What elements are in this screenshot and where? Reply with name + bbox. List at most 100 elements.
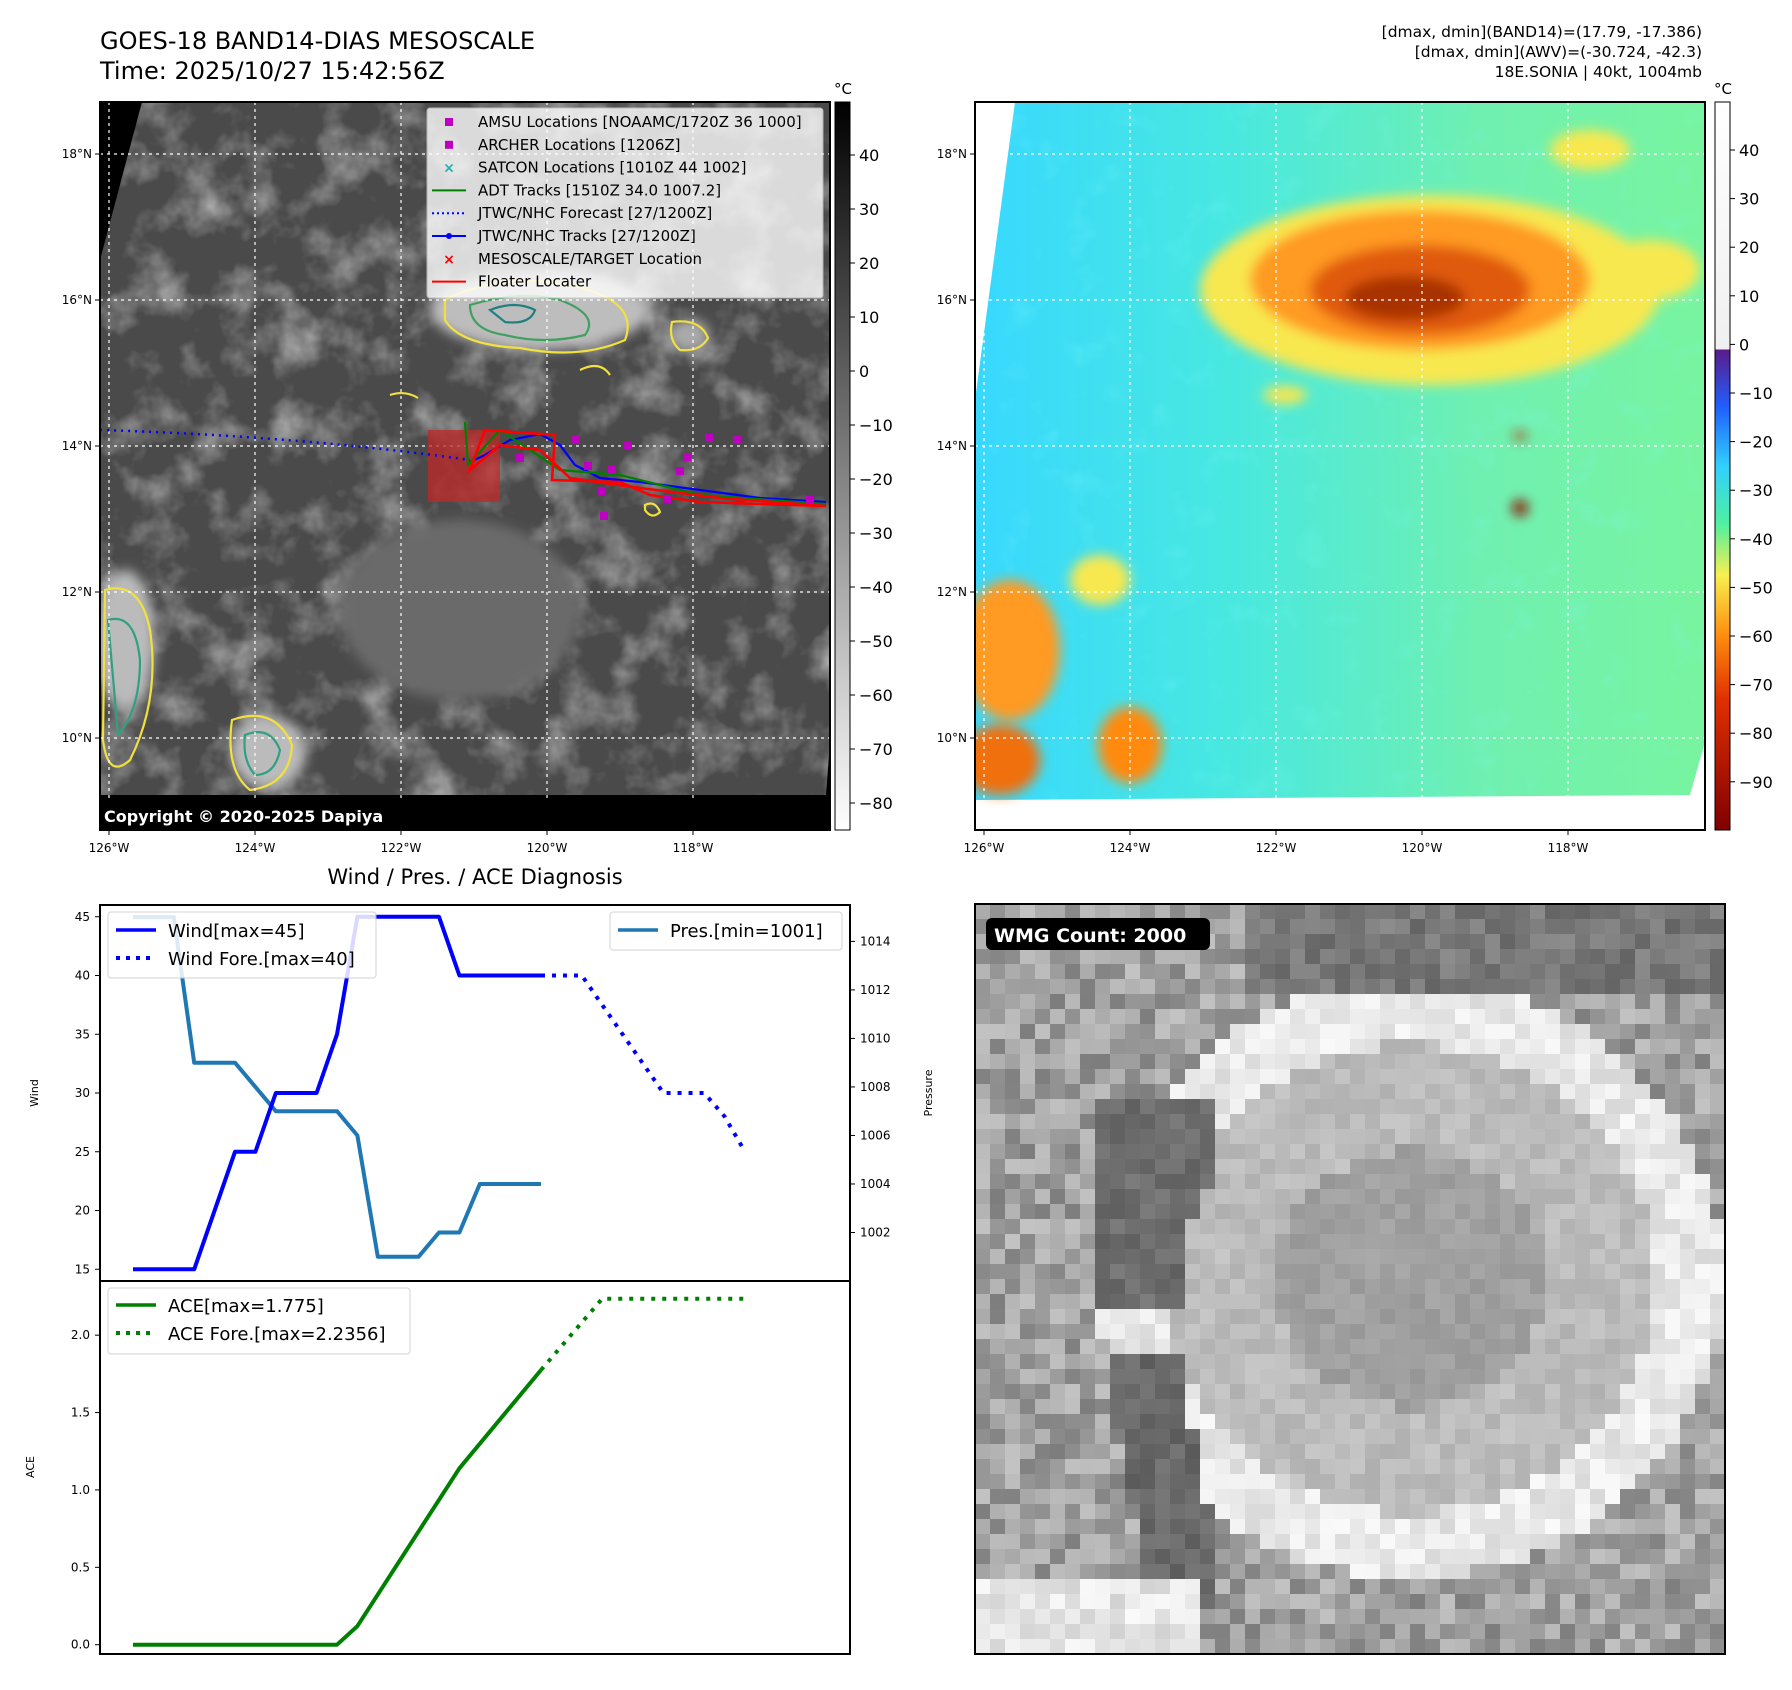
wind-legend: Wind[max=45] Wind Fore.[max=40] (107, 911, 377, 979)
ir-map-frame (99, 101, 831, 831)
figure-title: GOES-18 BAND14-DIAS MESOSCALE Time: 2025… (100, 26, 535, 86)
colorbar-tick-label: 0 (859, 362, 869, 381)
legend-label: Floater Locater (478, 273, 592, 291)
legend-label: SATCON Locations [1010Z 44 1002] (478, 159, 746, 177)
lat-tick-label: 18°N (62, 147, 92, 161)
product-title: GOES-18 BAND14-DIAS MESOSCALE (100, 27, 536, 55)
legend-entry: JTWC/NHC Tracks [27/1200Z] (432, 227, 696, 245)
y-tick-label: 1.5 (71, 1406, 90, 1420)
ir-map-lat-ticks: 18°N 16°N 14°N 12°N 10°N (62, 147, 100, 745)
colorbar-tick-label: 30 (859, 200, 879, 219)
wind-axis-label: Wind (28, 1079, 41, 1107)
colorbar-tick-label: −60 (1739, 627, 1773, 646)
lat-tick-label: 16°N (62, 293, 92, 307)
legend-square-marker (445, 140, 453, 149)
legend-label: JTWC/NHC Tracks [27/1200Z] (477, 227, 696, 245)
legend-entry: Floater Locater (432, 273, 592, 291)
colorbar-tick-label: −20 (1739, 433, 1773, 452)
awv-stats: [dmax, dmin](AWV)=(-30.724, -42.3) (1414, 43, 1702, 61)
colorbar-tick-label: −30 (859, 524, 893, 543)
lon-tick-label: 126°W (89, 841, 130, 855)
lat-tick-label: 14°N (937, 439, 967, 453)
legend-wind-forecast: Wind Fore.[max=40] (168, 949, 355, 970)
legend-ace: ACE[max=1.775] (168, 1296, 324, 1317)
legend-label: ADT Tracks [1510Z 34.0 1007.2] (478, 181, 721, 199)
y-tick-label: 1012 (860, 983, 891, 997)
lat-tick-label: 10°N (62, 731, 92, 745)
ace-axis: 0.0 0.5 1.0 1.5 2.0 (71, 1328, 100, 1652)
colorbar-tick-label: 40 (859, 146, 879, 165)
y-tick-label: 0.5 (71, 1560, 90, 1574)
lat-tick-label: 16°N (937, 293, 967, 307)
colorbar-tick-label: −80 (1739, 724, 1773, 743)
awv-colorbar-ticks: 40 30 20 10 0 −10 −20 −30 −40 −50 −60 −70 −80 −90 (1730, 141, 1773, 792)
amsu-archer-markers (516, 434, 814, 520)
colorbar-tick-label: 10 (1739, 287, 1759, 306)
legend-dot-marker (446, 233, 452, 239)
colorbar-tick-label: −70 (1739, 676, 1773, 695)
storm-info: 18E.SONIA | 40kt, 1004mb (1494, 63, 1702, 81)
pressure-legend: Pres.[min=1001] (609, 911, 843, 951)
lat-tick-label: 12°N (62, 585, 92, 599)
series-line (133, 1368, 543, 1647)
ir-colorbar (834, 101, 851, 831)
colorbar-tick-label: 30 (1739, 190, 1759, 209)
ace-legend: ACE[max=1.775] ACE Fore.[max=2.2356] (107, 1287, 411, 1355)
lat-tick-label: 10°N (937, 731, 967, 745)
y-tick-label: 1004 (860, 1177, 891, 1191)
colorbar-tick-label: −30 (1739, 481, 1773, 500)
wmg-frame (974, 903, 1726, 1655)
awv-map-panel (975, 102, 1705, 830)
legend-label: MESOSCALE/TARGET Location (478, 250, 702, 268)
legend-entry: × SATCON Locations [1010Z 44 1002] (443, 159, 746, 177)
y-tick-label: 2.0 (71, 1328, 90, 1342)
wmg-pixel-grid (975, 904, 1725, 1654)
wmg-count-text: WMG Count: 2000 (994, 925, 1186, 947)
awv-colorbar-unit: °C (1714, 80, 1732, 98)
colorbar-tick-label: −80 (859, 794, 893, 813)
y-tick-label: 25 (75, 1145, 90, 1159)
colorbar-tick-label: 40 (1739, 141, 1759, 160)
wind-axis: 15 20 25 30 35 40 45 (75, 910, 100, 1276)
colorbar-tick-label: −20 (859, 470, 893, 489)
lat-tick-label: 12°N (937, 585, 967, 599)
awv-graticule (975, 102, 1705, 830)
awv-cold-tops (975, 130, 1700, 795)
y-tick-label: 15 (75, 1262, 90, 1276)
copyright-text: Copyright © 2020-2025 Dapiya (104, 807, 383, 826)
y-tick-label: 30 (75, 1086, 90, 1100)
legend-entry: × MESOSCALE/TARGET Location (443, 250, 702, 268)
ace-lines (133, 1296, 745, 1647)
awv-map-frame (974, 101, 1706, 831)
legend-entry: ADT Tracks [1510Z 34.0 1007.2] (432, 181, 721, 199)
legend-entry: ARCHER Locations [1206Z] (445, 136, 681, 154)
legend-entry: JTWC/NHC Forecast [27/1200Z] (432, 204, 712, 222)
y-tick-label: 1006 (860, 1128, 891, 1142)
map-legend: AMSU Locations [NOAAMC/1720Z 36 1000] ARC… (426, 107, 824, 299)
awv-map-lon-ticks: 126°W 124°W 122°W 120°W 118°W (964, 830, 1589, 855)
colorbar-tick-label: −40 (859, 578, 893, 597)
colorbar-tick-label: 20 (859, 254, 879, 273)
legend-x-marker: × (443, 252, 455, 268)
colorbar-tick-label: 20 (1739, 238, 1759, 257)
legend-wind: Wind[max=45] (168, 921, 305, 942)
colorbar-tick-label: −40 (1739, 530, 1773, 549)
lon-tick-label: 118°W (673, 841, 714, 855)
y-tick-label: 35 (75, 1027, 90, 1041)
y-tick-label: 1.0 (71, 1483, 90, 1497)
lon-tick-label: 122°W (381, 841, 422, 855)
ir-colorbar-ticks: 40 30 20 10 0 −10 −20 −30 −40 −50 −60 −70 −80 (850, 146, 893, 813)
legend-ace-forecast: ACE Fore.[max=2.2356] (168, 1324, 386, 1345)
legend-x-marker: × (443, 161, 455, 177)
stats-block: [dmax, dmin](BAND14)=(17.79, -17.386) [d… (1382, 22, 1702, 82)
colorbar-tick-label: 0 (1739, 335, 1749, 354)
pressure-axis: 1002 1004 1006 1008 1010 1012 1014 (850, 934, 891, 1239)
legend-label: JTWC/NHC Forecast [27/1200Z] (477, 204, 712, 222)
image-time: Time: 2025/10/27 15:42:56Z (100, 57, 445, 85)
legend-pressure: Pres.[min=1001] (670, 921, 823, 942)
lon-tick-label: 120°W (1402, 841, 1443, 855)
lat-tick-label: 14°N (62, 439, 92, 453)
colorbar-tick-label: −60 (859, 686, 893, 705)
lon-tick-label: 122°W (1256, 841, 1297, 855)
